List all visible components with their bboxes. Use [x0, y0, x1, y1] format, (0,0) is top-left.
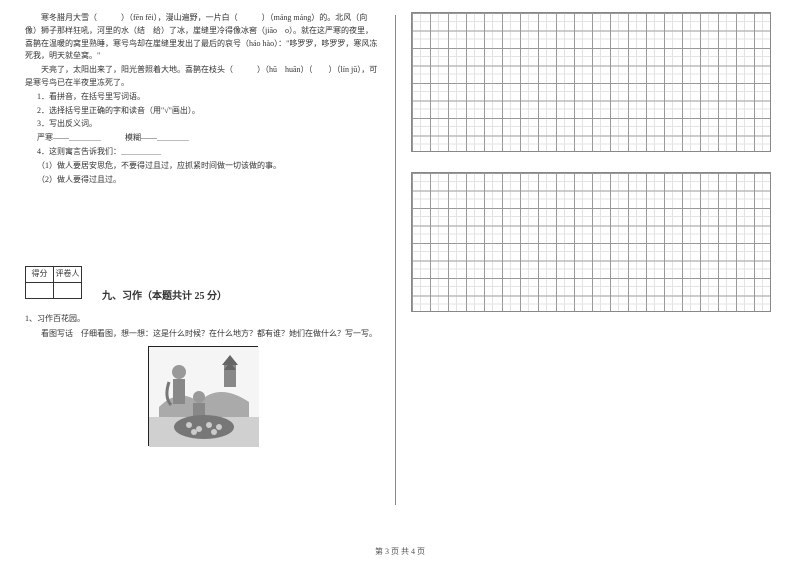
right-column — [396, 0, 791, 540]
writing-grid-1 — [411, 12, 771, 152]
question-2: 2．选择括号里正确的字和读音（用"√"画出）。 — [25, 105, 380, 118]
score-table: 得分 评卷人 — [25, 266, 82, 299]
writing-question-text: 看图写话 仔细看图，想一想：这是什么时候？在什么地方？都有谁？她们在做什么？写一… — [25, 328, 380, 341]
score-cell-1 — [26, 283, 54, 299]
score-header-1: 得分 — [26, 267, 54, 283]
question-4: 4．这则寓言告诉我们：＿＿＿＿＿ — [25, 146, 380, 159]
section-9-header: 得分 评卷人 九、习作（本题共计 25 分） — [25, 226, 380, 305]
passage-para-1: 寒冬腊月大雪（ ）（fēn fēi），漫山遍野，一片白（ ）（máng máng… — [25, 12, 380, 63]
section-9-title: 九、习作（本题共计 25 分） — [102, 289, 227, 305]
question-1: 1．看拼音，在括号里写词语。 — [25, 91, 380, 104]
writing-grid-2 — [411, 172, 771, 312]
score-cell-2 — [54, 283, 82, 299]
page-footer: 第 3 页 共 4 页 — [0, 546, 800, 557]
writing-question-num: 1、习作百花园。 — [25, 313, 380, 326]
question-4b: （2）做人要得过且过。 — [25, 174, 380, 187]
page-container: 寒冬腊月大雪（ ）（fēn fēi），漫山遍野，一片白（ ）（máng máng… — [0, 0, 800, 540]
passage-para-2: 天亮了，太阳出来了，阳光普照着大地。喜鹊在枝头（ ）（hū huān）（ ）（l… — [25, 64, 380, 90]
garden-scene-icon — [149, 347, 259, 447]
question-3-blanks: 严寒——＿＿＿＿ 模糊——＿＿＿＿ — [25, 132, 380, 145]
writing-illustration — [148, 346, 258, 446]
question-3: 3．写出反义词。 — [25, 118, 380, 131]
question-4a: （1）做人要居安思危，不要得过且过，应抓紧时间做一切该做的事。 — [25, 160, 380, 173]
left-column: 寒冬腊月大雪（ ）（fēn fēi），漫山遍野，一片白（ ）（máng máng… — [0, 0, 395, 540]
score-header-2: 评卷人 — [54, 267, 82, 283]
